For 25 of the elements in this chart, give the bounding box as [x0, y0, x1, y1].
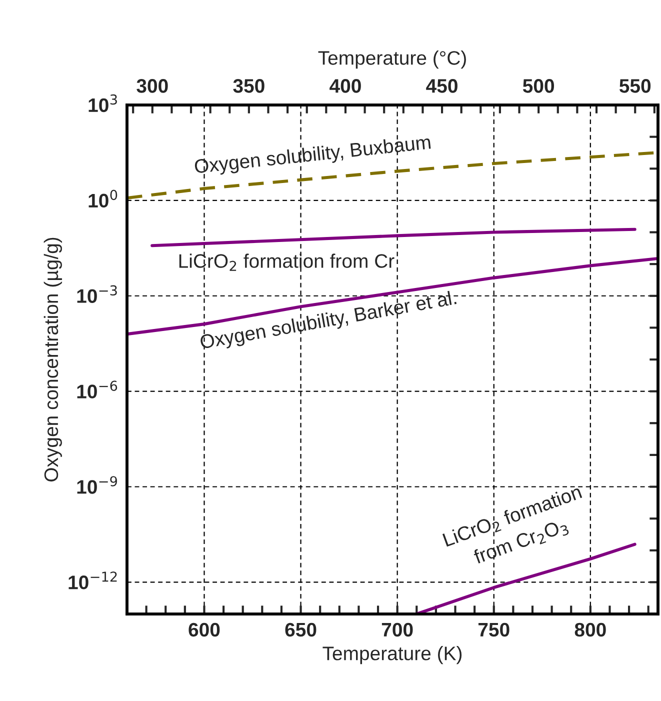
- series-label: LiCrO$_{2}$ formation from Cr: [179, 254, 394, 271]
- x2-tick-label: 550: [620, 79, 651, 93]
- text: Oxygen solubility, Buxbaum: [194, 134, 432, 178]
- x-tick-label: 750: [478, 622, 510, 637]
- x2-axis-title: Temperature (°C): [318, 50, 466, 69]
- x2-tick-label: 500: [522, 79, 554, 93]
- y-tick-label: 10$^{3}$: [88, 94, 117, 112]
- x-tick-label: 650: [285, 622, 316, 637]
- y-tick-label: 10$^{0}$: [88, 190, 118, 208]
- x-tick-label: 700: [382, 622, 413, 637]
- y-tick-label: 10$^{−12}$: [68, 572, 117, 590]
- y-tick-label: 10$^{−3}$: [77, 285, 117, 303]
- x-tick-label: 600: [188, 622, 220, 637]
- line-series: [150, 228, 636, 248]
- y-tick-label: 10$^{−9}$: [77, 476, 118, 494]
- y-tick-label: 10$^{−6}$: [77, 380, 118, 398]
- y-axis-title: Oxygen concentration (µg/g): [44, 238, 62, 482]
- x2-tick-label: 450: [426, 79, 458, 93]
- text: LiCrO$_{2}$ formation from Cr$_{2}$O$_{3}$: [442, 484, 584, 568]
- text: Oxygen solubility, Barker et al.: [200, 290, 458, 353]
- x-tick-label: 800: [574, 622, 606, 637]
- x2-tick-label: 350: [233, 79, 264, 93]
- x2-tick-label: 400: [330, 79, 361, 93]
- x-axis-title: Temperature (K): [322, 646, 462, 664]
- x2-tick-label: 300: [136, 79, 168, 93]
